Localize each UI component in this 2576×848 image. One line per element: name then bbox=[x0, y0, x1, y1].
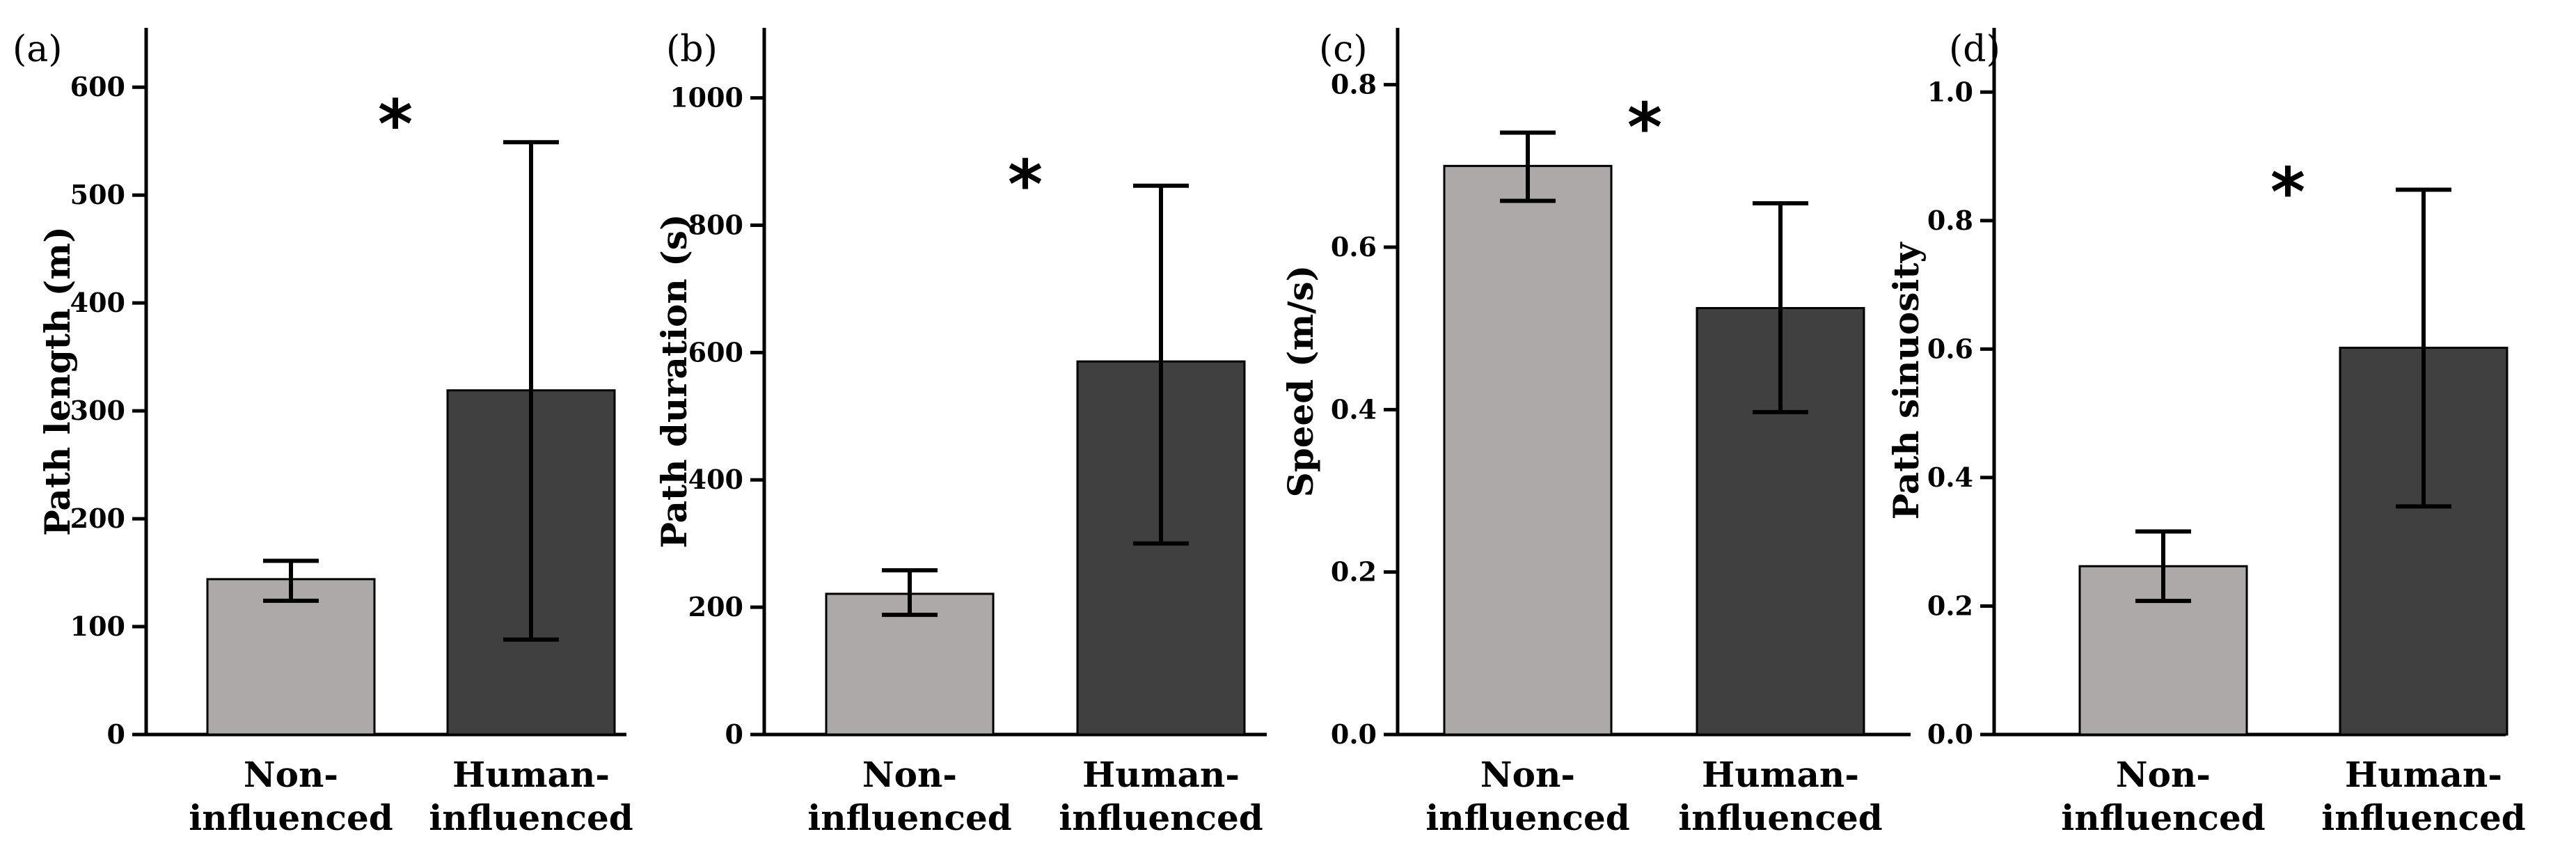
y-axis-title: Path duration (s) bbox=[654, 214, 695, 548]
bar-non-influenced bbox=[1443, 164, 1613, 736]
category-label-human-influenced: Human-influenced bbox=[429, 754, 633, 838]
category-label-non-influenced: Non-influenced bbox=[189, 754, 393, 838]
y-tick-label: 0.4 bbox=[1927, 462, 1973, 493]
category-label-non-influenced: Non-influenced bbox=[807, 754, 1011, 838]
y-tick-label: 600 bbox=[70, 71, 125, 102]
y-tick-label: 400 bbox=[70, 287, 125, 318]
y-tick-label: 0 bbox=[725, 719, 743, 750]
panel-label: (b) bbox=[666, 29, 718, 70]
y-tick-label: 0.6 bbox=[1927, 333, 1973, 364]
y-tick-label: 0.6 bbox=[1331, 231, 1377, 262]
y-tick-label: 0.0 bbox=[1927, 719, 1973, 750]
y-tick-label: 200 bbox=[70, 503, 125, 534]
panel-label: (d) bbox=[1949, 29, 2000, 70]
bar-non-influenced bbox=[825, 592, 995, 736]
significance-star: * bbox=[2270, 153, 2305, 231]
y-axis-title: Path length (m) bbox=[37, 226, 78, 536]
y-tick-label: 1.0 bbox=[1927, 76, 1973, 107]
y-tick-label: 600 bbox=[688, 336, 743, 368]
y-tick-label: 0.0 bbox=[1331, 719, 1377, 750]
y-tick-label: 300 bbox=[70, 395, 125, 426]
significance-star: * bbox=[1008, 146, 1043, 223]
significance-star: * bbox=[378, 86, 413, 164]
y-tick-label: 200 bbox=[688, 591, 743, 622]
y-axis-title: Path sinuosity bbox=[1886, 242, 1927, 520]
y-tick-label: 100 bbox=[70, 611, 125, 642]
y-tick-label: 0.2 bbox=[1927, 590, 1973, 621]
y-tick-label: 0.4 bbox=[1331, 393, 1377, 425]
y-tick-label: 800 bbox=[688, 209, 743, 240]
y-tick-label: 1000 bbox=[670, 82, 743, 113]
panel-label: (c) bbox=[1319, 29, 1368, 70]
category-label-human-influenced: Human-influenced bbox=[1059, 754, 1263, 838]
y-tick-label: 500 bbox=[70, 179, 125, 210]
category-label-human-influenced: Human-influenced bbox=[2321, 754, 2525, 838]
y-axis-title: Speed (m/s) bbox=[1280, 265, 1321, 498]
y-tick-label: 400 bbox=[688, 464, 743, 495]
y-tick-label: 0 bbox=[107, 719, 125, 750]
category-label-non-influenced: Non-influenced bbox=[2061, 754, 2265, 838]
y-tick-label: 0.8 bbox=[1927, 205, 1973, 236]
significance-star: * bbox=[1627, 88, 1662, 166]
category-label-non-influenced: Non-influenced bbox=[1425, 754, 1629, 838]
panel-label: (a) bbox=[13, 29, 63, 70]
bar-non-influenced bbox=[206, 578, 376, 736]
y-tick-label: 0.8 bbox=[1331, 69, 1377, 100]
y-tick-label: 0.2 bbox=[1331, 556, 1377, 588]
category-label-human-influenced: Human-influenced bbox=[1678, 754, 1882, 838]
